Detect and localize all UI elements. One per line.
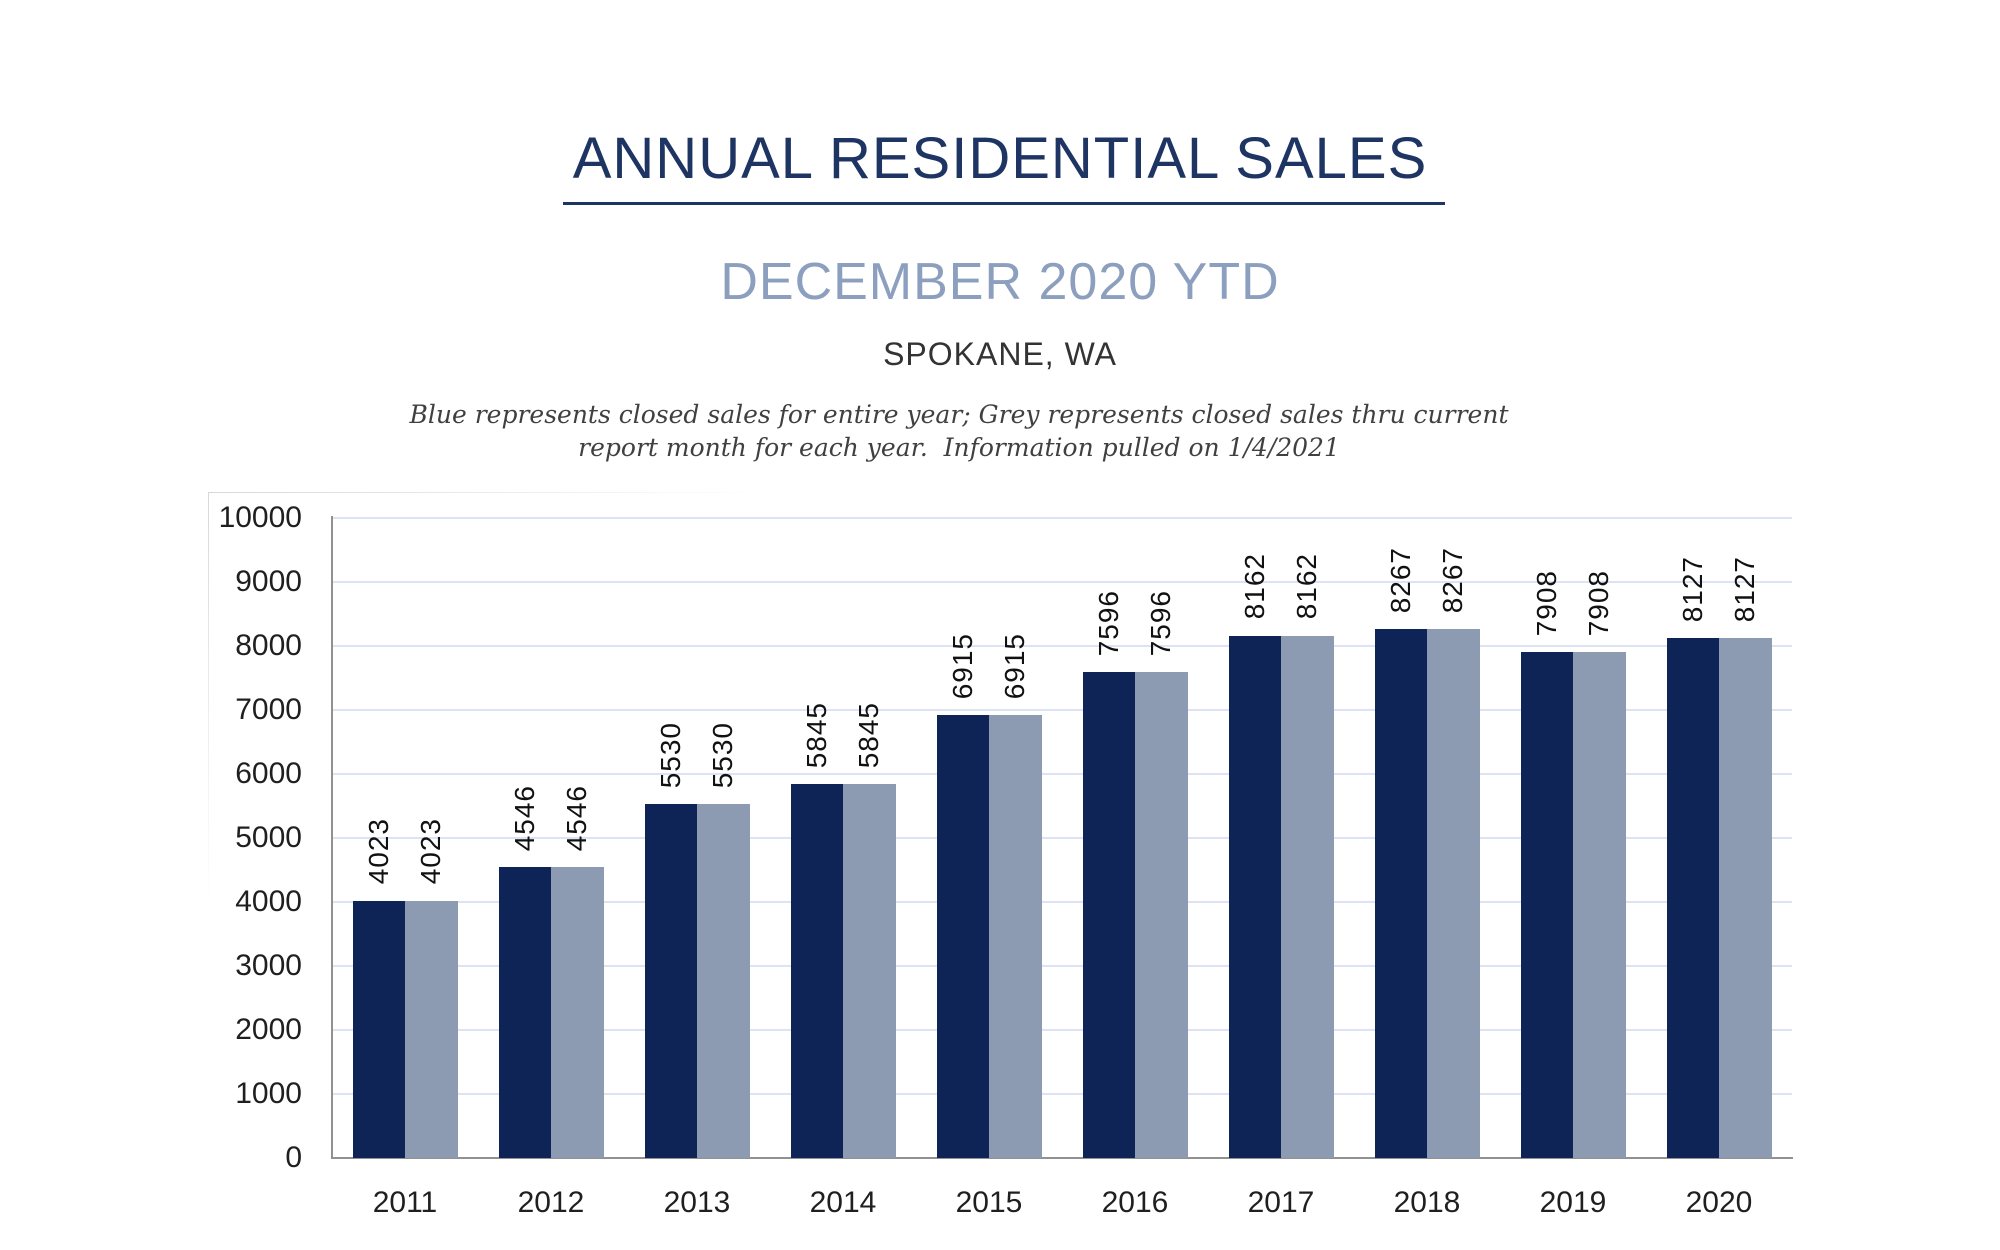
bar-value-label: 8267 bbox=[1384, 546, 1416, 613]
bar-value-label: 5530 bbox=[654, 721, 686, 789]
chart-frame-top-edge bbox=[208, 492, 768, 493]
bar-value-label: 8162 bbox=[1291, 553, 1323, 620]
bar-grey-ytd bbox=[551, 867, 604, 1158]
bar-value-label: 6915 bbox=[999, 633, 1031, 700]
y-axis-tick-label: 9000 bbox=[235, 565, 302, 598]
bar-value-label: 4023 bbox=[415, 818, 447, 885]
bar-grey-ytd bbox=[1281, 635, 1334, 1158]
title-underline bbox=[563, 202, 1445, 205]
location-label: SPOKANE, WA bbox=[883, 336, 1117, 372]
bar-blue-full-year bbox=[1082, 671, 1135, 1158]
y-gridline bbox=[332, 965, 1792, 967]
bar-blue-full-year bbox=[1666, 637, 1719, 1158]
y-axis-tick-label: 6000 bbox=[235, 757, 302, 790]
y-axis-tick-label: 0 bbox=[285, 1141, 302, 1174]
bar-blue-full-year bbox=[936, 715, 989, 1158]
bar-value-label: 7908 bbox=[1583, 569, 1615, 636]
y-gridline bbox=[332, 709, 1792, 711]
report-period-subtitle: DECEMBER 2020 YTD bbox=[720, 253, 1280, 311]
y-gridline bbox=[332, 1093, 1792, 1095]
bar-value-label: 4546 bbox=[508, 784, 540, 852]
bar-grey-ytd bbox=[1427, 628, 1480, 1158]
y-axis-tick-label: 7000 bbox=[235, 693, 302, 726]
x-axis-category-label: 2012 bbox=[517, 1186, 585, 1219]
y-axis-tick-label: 3000 bbox=[235, 949, 302, 982]
y-gridline bbox=[332, 645, 1792, 647]
y-gridline bbox=[332, 837, 1792, 839]
y-gridline bbox=[332, 1029, 1792, 1031]
legend-note: Blue represents closed sales for entire … bbox=[0, 398, 2000, 464]
x-axis-category-label: 2013 bbox=[663, 1186, 731, 1219]
legend-note-line1: Blue represents closed sales for entire … bbox=[409, 400, 1509, 429]
bar-value-label: 7596 bbox=[1145, 589, 1177, 656]
bar-value-label: 5845 bbox=[853, 701, 885, 768]
bar-value-label: 5530 bbox=[707, 721, 739, 789]
bar-grey-ytd bbox=[989, 715, 1042, 1158]
bar-value-label: 8267 bbox=[1437, 546, 1469, 613]
bar-value-label: 8127 bbox=[1676, 555, 1708, 622]
x-axis-category-label: 2018 bbox=[1393, 1186, 1461, 1219]
bar-value-label: 4546 bbox=[561, 784, 593, 852]
chart-frame-left-edge bbox=[208, 492, 209, 912]
y-axis-line bbox=[331, 516, 333, 1159]
bar-grey-ytd bbox=[697, 804, 750, 1158]
bar-blue-full-year bbox=[498, 867, 551, 1158]
x-axis-category-label: 2019 bbox=[1539, 1186, 1607, 1219]
y-axis-tick-label: 4000 bbox=[235, 885, 302, 918]
y-gridline bbox=[332, 517, 1792, 519]
bar-grey-ytd bbox=[405, 900, 458, 1158]
y-axis-tick-label: 8000 bbox=[235, 629, 302, 662]
page-title: ANNUAL RESIDENTIAL SALES bbox=[572, 126, 1428, 191]
x-axis-category-label: 2014 bbox=[809, 1186, 877, 1219]
bar-value-label: 8127 bbox=[1729, 555, 1761, 622]
bar-blue-full-year bbox=[352, 900, 405, 1158]
x-axis-category-label: 2011 bbox=[372, 1186, 438, 1219]
bar-grey-ytd bbox=[1573, 651, 1626, 1158]
y-gridline bbox=[332, 901, 1792, 903]
bar-grey-ytd bbox=[843, 783, 896, 1158]
y-axis-tick-label: 2000 bbox=[235, 1013, 302, 1046]
y-gridline bbox=[332, 581, 1792, 583]
bar-value-label: 6915 bbox=[946, 633, 978, 700]
bar-value-label: 8162 bbox=[1238, 553, 1270, 620]
bar-value-label: 5845 bbox=[800, 701, 832, 768]
x-axis-category-label: 2017 bbox=[1247, 1186, 1315, 1219]
y-axis-tick-label: 1000 bbox=[235, 1077, 302, 1110]
y-gridline bbox=[332, 773, 1792, 775]
y-axis-tick-label: 5000 bbox=[235, 821, 302, 854]
x-axis-category-label: 2020 bbox=[1685, 1186, 1753, 1219]
bar-grey-ytd bbox=[1719, 637, 1772, 1158]
bar-blue-full-year bbox=[1520, 651, 1573, 1158]
legend-note-line2: report month for each year. Information … bbox=[578, 433, 1340, 462]
bar-blue-full-year bbox=[790, 783, 843, 1158]
bar-value-label: 7596 bbox=[1092, 589, 1124, 656]
x-axis-category-label: 2016 bbox=[1101, 1186, 1169, 1219]
bar-value-label: 4023 bbox=[362, 818, 394, 885]
bar-value-label: 7908 bbox=[1530, 569, 1562, 636]
bar-blue-full-year bbox=[1374, 628, 1427, 1158]
bar-blue-full-year bbox=[644, 804, 697, 1158]
x-axis-category-label: 2015 bbox=[955, 1186, 1023, 1219]
bar-grey-ytd bbox=[1135, 671, 1188, 1158]
x-axis-line bbox=[331, 1157, 1793, 1159]
bar-blue-full-year bbox=[1228, 635, 1281, 1158]
y-axis-tick-label: 10000 bbox=[218, 501, 302, 534]
